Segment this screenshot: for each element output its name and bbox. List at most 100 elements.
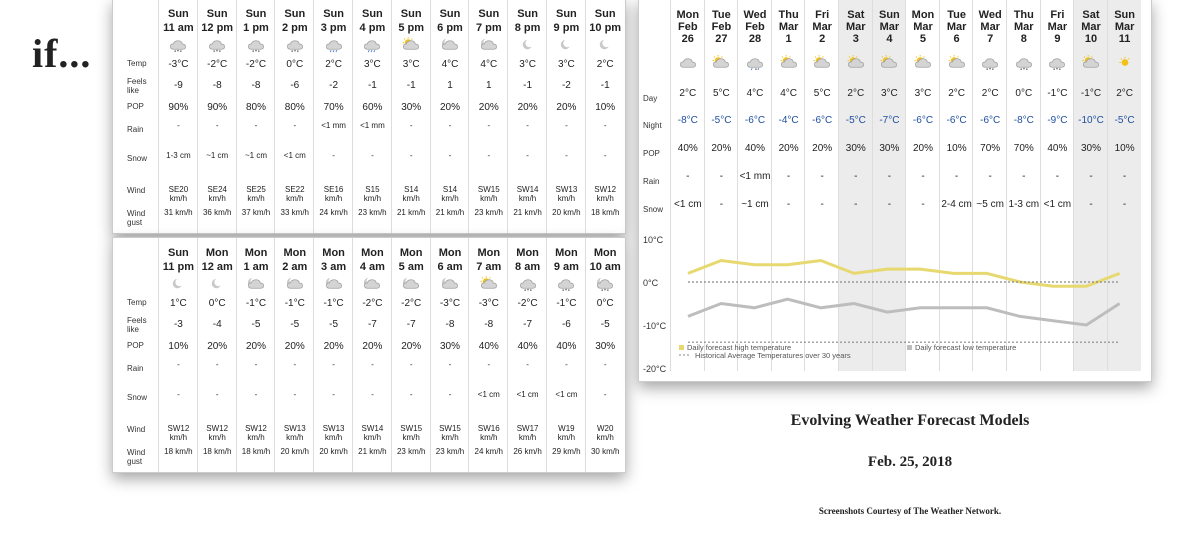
hour-feels: -5 xyxy=(329,319,339,330)
hour-wind: W19 km/h xyxy=(557,424,576,442)
snow-cloud-icon xyxy=(595,276,615,292)
day-rain: <1 mm xyxy=(739,171,771,182)
hour-day: Mon xyxy=(593,247,617,259)
y-tick-label: 0°C xyxy=(643,278,659,288)
hour-wind: SW13 km/h xyxy=(322,424,345,442)
hour-rain: - xyxy=(448,360,452,369)
day-name: Thu xyxy=(1013,9,1034,21)
day-day: 5°C xyxy=(712,88,730,99)
hour-gust: 36 km/h xyxy=(202,208,232,217)
day-pop: 30% xyxy=(879,143,900,154)
moon-cloud-icon xyxy=(440,37,460,53)
hour-time: 1 pm xyxy=(243,22,269,34)
hour-column: Sun 1 pm -2°C -8 80% - ~1 cm SE25 km/h 37 km/h xyxy=(235,0,276,233)
hour-gust: 30 km/h xyxy=(590,447,620,456)
day-name: Thu xyxy=(778,9,799,21)
hour-rain: - xyxy=(526,121,529,130)
day-column: Wed Feb 28 4°C -6°C 40% <1 mm ~1 cm xyxy=(737,0,772,371)
day-day: 4°C xyxy=(746,88,764,99)
hour-rain: - xyxy=(254,121,258,130)
day-month: Mar xyxy=(1114,21,1135,33)
day-night: -8°C xyxy=(677,115,698,126)
hour-feels: 1 xyxy=(486,80,492,91)
rain-icon xyxy=(362,37,382,53)
hour-snow: 1-3 cm xyxy=(166,151,191,160)
snow-icon xyxy=(285,37,305,53)
hour-feels: -5 xyxy=(290,319,300,330)
hour-rain: - xyxy=(487,360,491,369)
hour-feels: -8 xyxy=(445,319,455,330)
hour-pop: 30% xyxy=(401,102,422,113)
hour-snow: - xyxy=(448,151,452,160)
day-column: Wed Mar 7 2°C -6°C 70% - ~5 cm xyxy=(972,0,1007,371)
hour-snow: - xyxy=(487,151,491,160)
day-date: 4 xyxy=(886,33,893,45)
hour-column: Sun 5 pm 3°C -1 30% - - S14 km/h 21 km/h xyxy=(390,0,431,233)
day-pop: 10% xyxy=(1114,143,1135,154)
hour-gust: 18 km/h xyxy=(241,447,271,456)
day-rain: - xyxy=(1055,171,1060,182)
hour-column: Mon 3 am -1°C -5 20% - - SW13 km/h 20 km/h xyxy=(313,238,353,472)
hour-pop: 20% xyxy=(284,341,305,352)
hour-time: 9 pm xyxy=(553,22,580,34)
moon-icon xyxy=(207,276,227,292)
hour-pop: 90% xyxy=(168,102,189,113)
hour-pop: 10% xyxy=(595,102,616,113)
day-rain: - xyxy=(719,171,724,182)
day-snow: - xyxy=(786,199,791,210)
hour-column: Sun 3 pm 2°C -2 70% <1 mm - SE16 km/h 24 km/h xyxy=(313,0,353,233)
day-snow: - xyxy=(1122,199,1127,210)
hour-wind: SW14 km/h xyxy=(516,185,539,203)
sun-cloud-icon xyxy=(879,55,899,71)
hour-day: Mon xyxy=(477,247,501,259)
row-label-gust: Wind gust xyxy=(127,448,146,466)
day-month: Mar xyxy=(1014,21,1034,33)
day-pop: 70% xyxy=(980,143,1001,154)
hour-temp: 3°C xyxy=(364,59,381,70)
day-name: Sat xyxy=(1082,9,1100,21)
hour-rain: - xyxy=(177,121,180,130)
hour-rain: - xyxy=(409,360,413,369)
daily-row-label-pop: POP xyxy=(643,149,660,158)
hour-day: Sun xyxy=(439,8,461,20)
hour-day: Mon xyxy=(283,247,307,259)
hour-gust: 21 km/h xyxy=(396,208,426,217)
hour-wind: SE24 km/h xyxy=(207,185,227,203)
hour-gust: 18 km/h xyxy=(590,208,620,217)
hour-wind: SW17 km/h xyxy=(516,424,539,442)
hour-day: Sun xyxy=(245,8,267,20)
hour-time: 2 am xyxy=(282,261,308,273)
day-day: -1°C xyxy=(1080,88,1102,99)
moon-cloud-icon xyxy=(401,276,421,292)
day-column: Sat Mar 10 -1°C -10°C 30% - - xyxy=(1073,0,1108,371)
hour-feels: -2 xyxy=(329,80,339,91)
hour-rain: - xyxy=(603,121,607,130)
day-name: Wed xyxy=(743,9,767,21)
day-pop: 20% xyxy=(912,143,933,154)
day-column: Mon Feb 26 2°C -8°C 40% - <1 cm xyxy=(670,0,705,371)
day-night: -5°C xyxy=(845,115,866,126)
hour-snow: - xyxy=(603,151,607,160)
hour-time: 3 pm xyxy=(320,22,347,34)
hour-temp: -1°C xyxy=(323,298,344,309)
hour-time: 6 pm xyxy=(437,22,463,34)
hour-pop: 20% xyxy=(517,102,538,113)
hour-snow: <1 cm xyxy=(555,390,578,399)
caption-credit: Screenshots Courtesy of The Weather Netw… xyxy=(818,506,1002,516)
hour-feels: -6 xyxy=(290,80,300,91)
hour-feels: 1 xyxy=(447,80,453,91)
hour-wind: SW13 km/h xyxy=(555,185,578,203)
hour-rain: - xyxy=(448,121,452,130)
hour-feels: -6 xyxy=(561,319,571,330)
row-label-gust: Wind gust xyxy=(127,209,146,227)
day-name: Sun xyxy=(879,9,900,21)
legend-label: Daily forecast low temperature xyxy=(915,343,1016,352)
hour-temp: 4°C xyxy=(441,59,459,70)
hour-temp: -1°C xyxy=(556,298,577,309)
day-rain: - xyxy=(1122,171,1127,182)
row-label-snow: Snow xyxy=(127,154,148,163)
day-night: -8°C xyxy=(1013,115,1034,126)
hour-pop: 40% xyxy=(478,341,499,352)
hour-pop: 30% xyxy=(439,341,460,352)
day-night: -6°C xyxy=(980,115,1001,126)
